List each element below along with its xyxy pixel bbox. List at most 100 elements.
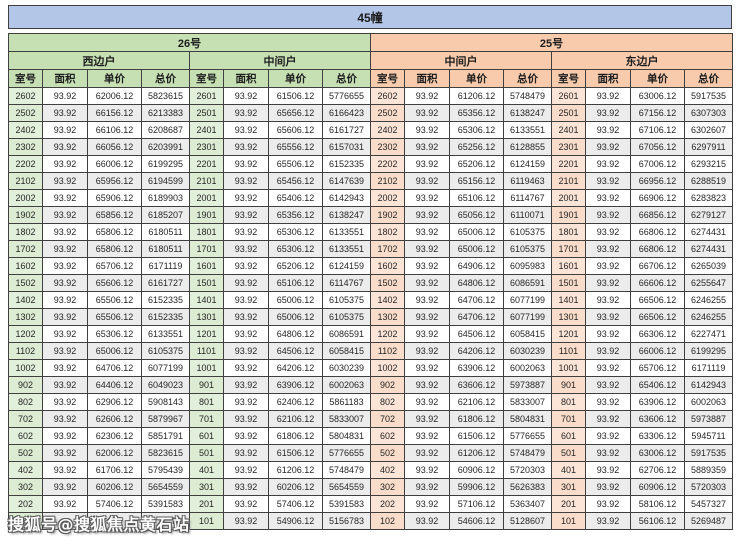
area-cell: 93.92 — [404, 427, 450, 445]
unit-price-cell: 62106.12 — [449, 393, 504, 411]
total-price-cell: 6105375 — [141, 342, 190, 360]
total-price-cell: 6002063 — [503, 359, 552, 377]
total-price-cell: 6279127 — [684, 206, 733, 224]
area-cell: 93.92 — [404, 104, 450, 122]
unit-price-cell: 64706.12 — [449, 308, 504, 326]
unit-price-cell: 65556.12 — [268, 138, 323, 156]
area-cell: 93.92 — [404, 495, 450, 513]
unit-price-cell: 65906.12 — [87, 189, 142, 207]
unit-price-cell: 60906.12 — [449, 461, 504, 479]
unit-price-cell: 65356.12 — [268, 206, 323, 224]
room-cell: 1301 — [189, 308, 224, 326]
room-cell: 1902 — [8, 206, 43, 224]
unit-price-cell: 66156.12 — [87, 104, 142, 122]
building-header-25号: 25号 — [370, 33, 733, 52]
area-cell: 93.92 — [42, 206, 88, 224]
table-row: 602 93.92 62306.12 5851791 601 93.92 61806.12 5… — [8, 427, 733, 445]
total-price-cell: 6105375 — [322, 308, 371, 326]
area-cell: 93.92 — [223, 155, 269, 173]
room-cell: 2201 — [189, 155, 224, 173]
area-cell: 93.92 — [404, 155, 450, 173]
total-price-cell: 5363407 — [503, 495, 552, 513]
room-cell: 2302 — [370, 138, 405, 156]
area-cell: 93.92 — [223, 444, 269, 462]
unit-price-cell: 59906.12 — [449, 478, 504, 496]
unit-price-cell: 66306.12 — [630, 325, 685, 343]
area-col-header: 面积 — [42, 69, 88, 88]
area-cell: 93.92 — [42, 138, 88, 156]
unit-price-cell: 65956.12 — [87, 172, 142, 190]
total-price-cell: 6161727 — [141, 274, 190, 292]
area-cell: 93.92 — [585, 325, 631, 343]
unit-price-cell: 65206.12 — [268, 257, 323, 275]
total-price-cell: 6274431 — [684, 223, 733, 241]
room-col-header: 室号 — [551, 69, 586, 88]
area-cell: 93.92 — [42, 308, 88, 326]
total-price-cell: 6171119 — [684, 359, 733, 377]
area-cell: 93.92 — [223, 427, 269, 445]
room-cell: 1302 — [370, 308, 405, 326]
total-price-cell: 5776655 — [503, 427, 552, 445]
room-col-header: 室号 — [370, 69, 405, 88]
room-cell: 1402 — [370, 291, 405, 309]
area-cell: 93.92 — [223, 121, 269, 139]
room-cell: 2501 — [551, 104, 586, 122]
area-cell: 93.92 — [223, 512, 269, 530]
total-price-cell: 5804831 — [503, 410, 552, 428]
room-cell: 1302 — [8, 308, 43, 326]
room-cell: 901 — [551, 376, 586, 394]
total-price-cell: 6114767 — [322, 274, 371, 292]
room-cell: 2001 — [189, 189, 224, 207]
area-cell: 93.92 — [404, 257, 450, 275]
unit-price-col-header: 单价 — [268, 69, 323, 88]
room-cell: 1002 — [8, 359, 43, 377]
room-cell: 1701 — [551, 240, 586, 258]
total-price-cell: 6086591 — [322, 325, 371, 343]
unit-price-cell: 65806.12 — [87, 240, 142, 258]
area-cell: 93.92 — [42, 291, 88, 309]
total-price-cell: 6077199 — [141, 359, 190, 377]
total-price-cell: 6030239 — [322, 359, 371, 377]
area-cell: 93.92 — [585, 172, 631, 190]
area-cell: 93.92 — [404, 512, 450, 530]
table-row: 743 101 93.92 54906.12 5156783 102 93.92 54606.… — [8, 512, 733, 530]
unit-price-cell: 65006.12 — [268, 291, 323, 309]
total-price-cell: 6142943 — [322, 189, 371, 207]
table-row: 2102 93.92 65956.12 6194599 2101 93.92 65456.1… — [8, 172, 733, 190]
room-cell: 1301 — [551, 308, 586, 326]
table-row: 2202 93.92 66006.12 6199295 2201 93.92 65506.1… — [8, 155, 733, 173]
room-cell: 1801 — [189, 223, 224, 241]
area-cell: 93.92 — [404, 461, 450, 479]
room-cell: 2001 — [551, 189, 586, 207]
unit-price-cell: 65406.12 — [630, 376, 685, 394]
total-price-col-header: 总价 — [684, 69, 733, 88]
table-row: 2402 93.92 66106.12 6208687 2401 93.92 65606.1… — [8, 121, 733, 139]
total-price-cell: 6203991 — [141, 138, 190, 156]
unit-price-cell: 63906.12 — [449, 359, 504, 377]
unit-price-cell — [87, 512, 142, 530]
area-cell: 93.92 — [223, 274, 269, 292]
room-cell: 1601 — [189, 257, 224, 275]
area-cell: 93.92 — [42, 155, 88, 173]
unit-price-cell: 61206.12 — [449, 87, 504, 105]
unit-price-cell: 65356.12 — [449, 104, 504, 122]
table-row: 1502 93.92 65606.12 6161727 1501 93.92 65106.1… — [8, 274, 733, 292]
unit-price-cell: 64206.12 — [449, 342, 504, 360]
room-cell: 1201 — [551, 325, 586, 343]
room-cell: 1701 — [189, 240, 224, 258]
room-cell: 2202 — [8, 155, 43, 173]
total-price-cell: 6133551 — [322, 240, 371, 258]
area-col-header: 面积 — [585, 69, 631, 88]
unit-price-cell: 58106.12 — [630, 495, 685, 513]
unit-price-cell: 65306.12 — [87, 325, 142, 343]
area-cell: 93.92 — [223, 359, 269, 377]
area-cell: 93.92 — [585, 427, 631, 445]
unit-price-cell: 60906.12 — [630, 478, 685, 496]
total-price-cell: 6105375 — [503, 240, 552, 258]
room-cell: 1602 — [370, 257, 405, 275]
room-cell: 601 — [189, 427, 224, 445]
unit-price-cell: 61806.12 — [449, 410, 504, 428]
total-price-cell: 6133551 — [503, 121, 552, 139]
room-cell: 1401 — [551, 291, 586, 309]
room-cell: 2002 — [370, 189, 405, 207]
